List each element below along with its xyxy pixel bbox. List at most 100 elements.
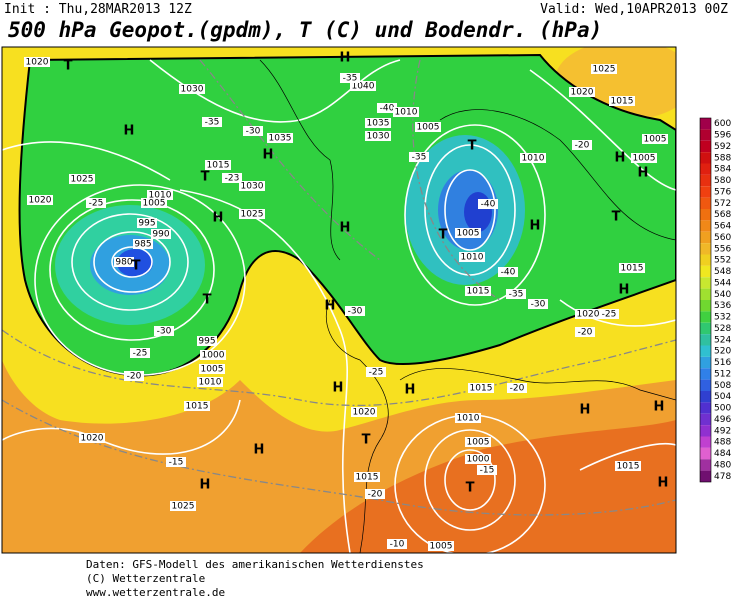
contour-label: -30 xyxy=(246,127,261,137)
contour-label: 995 xyxy=(198,337,215,347)
contour-label: -35 xyxy=(412,153,427,163)
pressure-center: H xyxy=(580,403,591,418)
pressure-center: T xyxy=(466,481,475,496)
legend-label: 528 xyxy=(714,324,731,334)
contour-label: 1005 xyxy=(430,542,453,552)
label-box xyxy=(179,84,205,94)
contour-label: 1030 xyxy=(367,132,390,142)
contour-label: 1020 xyxy=(29,196,52,206)
legend-swatch xyxy=(700,402,711,414)
contour-label: -40 xyxy=(481,200,496,210)
contour-label: -23 xyxy=(225,174,240,184)
label-box xyxy=(166,457,186,467)
valid-time: Valid: Wed,10APR2013 00Z xyxy=(540,2,728,17)
contour-label: -15 xyxy=(480,466,495,476)
label-box xyxy=(365,118,391,128)
label-box xyxy=(141,198,167,208)
label-box xyxy=(393,107,419,117)
label-box xyxy=(409,152,429,162)
label-box xyxy=(615,461,641,471)
contour-label: 1025 xyxy=(241,210,264,220)
contour-label: 1005 xyxy=(633,154,656,164)
legend-label: 592 xyxy=(714,142,731,152)
label-box xyxy=(455,228,481,238)
label-box xyxy=(239,209,265,219)
legend-swatch xyxy=(700,413,711,426)
label-box xyxy=(459,252,485,262)
contour-label: 1005 xyxy=(644,135,667,145)
legend-label: 500 xyxy=(714,404,731,414)
label-box xyxy=(477,465,497,475)
label-box xyxy=(124,371,144,381)
legend-label: 548 xyxy=(714,267,731,277)
pressure-center: T xyxy=(64,59,73,74)
contour-label: 1015 xyxy=(356,473,379,483)
label-box xyxy=(575,327,595,337)
legend-swatch xyxy=(700,345,711,357)
legend-label: 520 xyxy=(714,347,731,357)
label-box xyxy=(478,199,498,209)
legend-swatch xyxy=(700,288,711,300)
legend-swatch xyxy=(700,243,711,255)
contour-label: 1020 xyxy=(571,88,594,98)
label-box xyxy=(377,103,397,113)
legend-label: 516 xyxy=(714,358,731,368)
legend-label: 544 xyxy=(714,278,731,288)
legend-label: 478 xyxy=(714,472,731,482)
contour-label: 1000 xyxy=(467,455,490,465)
label-box xyxy=(520,153,546,163)
contour-label: 1025 xyxy=(593,65,616,75)
contour-label: -20 xyxy=(578,328,593,338)
legend-label: 596 xyxy=(714,131,731,141)
contour-label: 1010 xyxy=(199,378,222,388)
legend-swatch xyxy=(700,356,711,369)
contour-label: 1010 xyxy=(461,253,484,263)
label-box xyxy=(365,131,391,141)
legend-swatch xyxy=(700,265,711,278)
label-box xyxy=(114,257,134,267)
contour-label: 990 xyxy=(152,230,169,240)
contour-label: 1015 xyxy=(621,264,644,274)
footer-line: Daten: GFS-Modell des amerikanischen Wet… xyxy=(86,558,424,571)
label-box xyxy=(340,73,360,83)
legend-label: 576 xyxy=(714,187,731,197)
legend-swatch xyxy=(700,368,711,380)
contour-label: 1035 xyxy=(367,119,390,129)
contour-label: 995 xyxy=(138,219,155,229)
legend-label: 556 xyxy=(714,244,731,254)
label-box xyxy=(147,190,173,200)
contour-label: -20 xyxy=(575,141,590,151)
contour-label: -30 xyxy=(157,327,172,337)
contour-label: 980 xyxy=(115,258,132,268)
label-box xyxy=(27,195,53,205)
label-box xyxy=(599,309,619,319)
legend-label: 600 xyxy=(714,119,731,129)
label-box xyxy=(345,306,365,316)
contour-label: 1010 xyxy=(522,154,545,164)
contour-label: -40 xyxy=(501,268,516,278)
contour-label: 1000 xyxy=(202,351,225,361)
contour-label: -25 xyxy=(133,349,148,359)
label-box xyxy=(575,309,601,319)
cold-core xyxy=(117,249,153,277)
legend-label: 524 xyxy=(714,335,731,345)
pressure-center: H xyxy=(200,478,211,493)
legend-label: 508 xyxy=(714,381,731,391)
pressure-center: T xyxy=(439,228,448,243)
legend-swatch xyxy=(700,254,711,266)
hot-field xyxy=(300,420,676,553)
contour-label: -20 xyxy=(368,490,383,500)
label-box xyxy=(528,299,548,309)
pressure-center: H xyxy=(333,381,344,396)
map-title: 500 hPa Geopot.(gpdm), T (C) und Bodendr… xyxy=(8,18,602,42)
contour-label: -10 xyxy=(390,540,405,550)
label-box xyxy=(365,489,385,499)
label-box xyxy=(468,383,494,393)
legend-swatch xyxy=(700,209,711,221)
legend-swatch xyxy=(700,231,711,244)
contour-label: -20 xyxy=(127,372,142,382)
label-box xyxy=(415,122,441,132)
contour-label: 1010 xyxy=(395,108,418,118)
legend-swatch xyxy=(700,311,711,323)
